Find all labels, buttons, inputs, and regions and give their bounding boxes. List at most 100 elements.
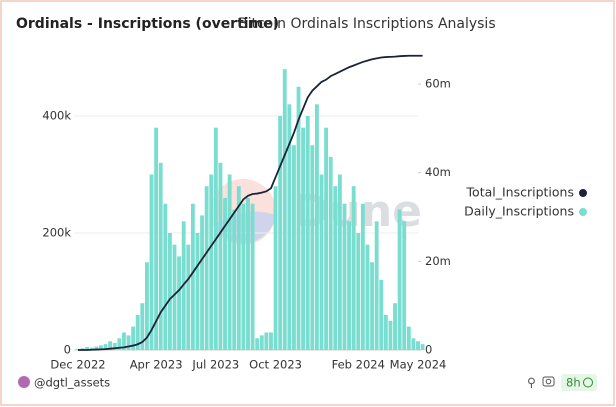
y-tick-label: 200k	[42, 226, 71, 240]
y2-tick-label: 60m	[425, 77, 451, 91]
bar	[126, 335, 131, 350]
bar	[397, 209, 402, 350]
bar	[255, 338, 260, 350]
bar	[319, 174, 324, 350]
bar	[140, 303, 145, 350]
bar	[204, 186, 209, 350]
y-tick-label: 0	[64, 343, 71, 357]
camera-icon[interactable]	[542, 376, 555, 387]
bar	[117, 338, 122, 350]
bar	[135, 314, 140, 350]
bar	[103, 344, 108, 350]
bar	[351, 186, 356, 350]
bar	[360, 203, 365, 350]
bar	[236, 186, 241, 350]
bar	[287, 104, 292, 350]
bar	[108, 341, 113, 350]
share-icon[interactable]: ⚲	[527, 376, 536, 390]
author[interactable]: @dgtl_assets	[34, 376, 110, 390]
bar	[324, 127, 329, 350]
bar	[158, 162, 163, 350]
bar	[365, 244, 370, 350]
bar	[85, 347, 90, 350]
camera-lens	[545, 378, 552, 385]
bar	[89, 347, 94, 350]
bar	[218, 162, 223, 350]
refresh-time: 8h	[566, 376, 581, 390]
bar	[411, 338, 416, 350]
bar	[122, 332, 126, 350]
line	[78, 54, 423, 351]
author-avatar	[18, 376, 30, 388]
refresh-check	[583, 377, 593, 388]
y2-tick-label: 40m	[425, 165, 451, 179]
bar	[301, 127, 306, 350]
bar	[131, 326, 136, 350]
bar	[383, 314, 388, 350]
chart-title: Ordinals - Inscriptions (overtime)	[16, 16, 279, 32]
bar	[232, 209, 237, 350]
bar	[227, 174, 232, 350]
bar	[278, 116, 283, 350]
bar	[314, 104, 319, 350]
x-tick-label: Oct 2023	[249, 358, 302, 372]
bar	[154, 127, 159, 350]
bar	[172, 244, 177, 350]
bar	[149, 174, 154, 350]
x-tick-label: May 2024	[390, 358, 447, 372]
bar	[250, 203, 255, 350]
bar	[337, 174, 342, 350]
bar	[374, 221, 379, 350]
bar	[177, 256, 182, 350]
bar	[328, 156, 333, 350]
chart-subtitle: Bitcoin Ordinals Inscriptions Analysis	[238, 16, 496, 32]
plot-area: 0 200k 400k 0 20m 40m 60m Dec 2022 Apr 2023 Jul 2…	[42, 54, 451, 372]
bar	[379, 279, 384, 350]
y-tick-label: 400k	[42, 109, 71, 123]
x-tick-label: Apr 2023	[130, 358, 183, 372]
bar	[310, 145, 315, 350]
bar	[296, 86, 301, 350]
x-tick-label: Dec 2022	[50, 358, 105, 372]
bar	[273, 186, 278, 350]
bar	[269, 332, 273, 350]
bar	[163, 203, 168, 350]
legend-dot	[579, 189, 587, 197]
bar	[305, 116, 310, 350]
bar	[209, 174, 214, 350]
y2-tick-label: 0	[425, 343, 432, 357]
bar	[356, 233, 361, 350]
bar	[190, 203, 195, 350]
bar	[223, 197, 227, 350]
legend-dot	[579, 208, 587, 216]
bar	[333, 186, 338, 350]
bar	[195, 233, 200, 350]
bar	[292, 145, 296, 350]
bar	[259, 335, 264, 350]
bar	[186, 244, 191, 350]
bar	[264, 332, 269, 350]
legend-label: Daily_Inscriptions	[464, 204, 574, 219]
bar	[94, 346, 99, 350]
bar	[347, 221, 352, 350]
bar	[99, 345, 103, 350]
x-tick-label: Feb 2024	[332, 358, 385, 372]
bar	[342, 203, 347, 350]
bar	[246, 197, 250, 350]
bar	[144, 262, 149, 350]
bar	[282, 69, 287, 350]
bar	[416, 341, 420, 350]
bar	[406, 326, 411, 350]
bar	[200, 215, 204, 350]
bar	[370, 262, 374, 350]
bar	[388, 320, 393, 350]
legend-label: Total_Inscriptions	[466, 185, 574, 200]
bar	[402, 221, 407, 350]
y2-tick-label: 20m	[425, 254, 451, 268]
bar	[420, 344, 425, 350]
bar	[167, 233, 172, 350]
x-tick-label: Jul 2023	[191, 358, 239, 372]
bar	[393, 303, 397, 350]
